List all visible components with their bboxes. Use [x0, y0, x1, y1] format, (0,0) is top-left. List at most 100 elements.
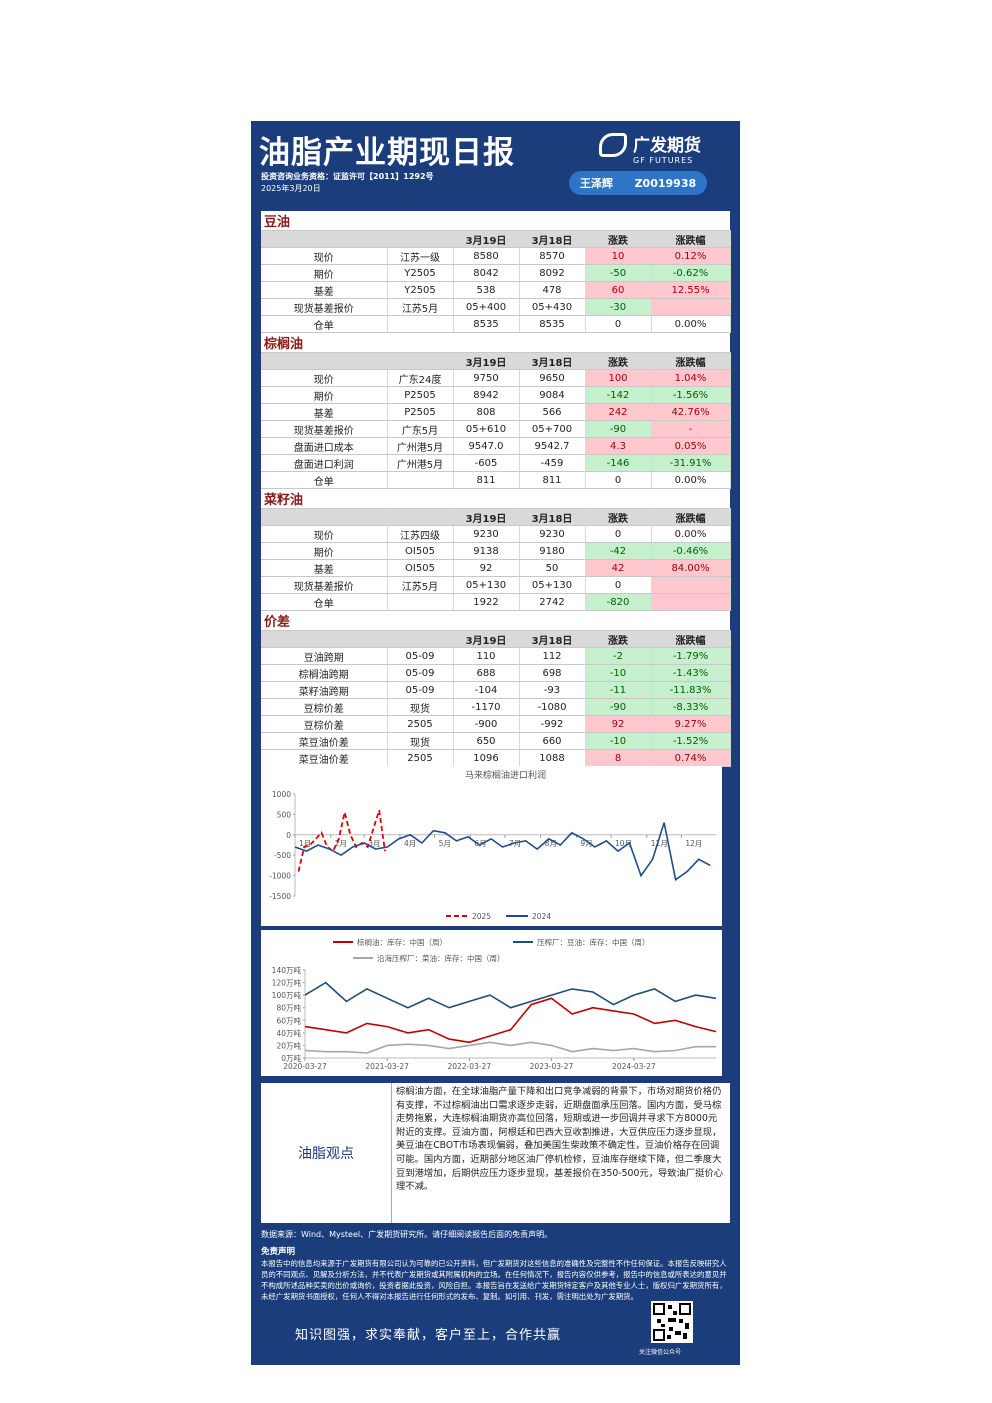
table-cell: 1922: [453, 593, 520, 611]
table-cell: 478: [519, 281, 586, 299]
table-cell: 0: [585, 315, 652, 333]
table-cell: 广州港5月: [387, 454, 454, 472]
table-cell: -0.62%: [651, 264, 731, 282]
column-header: 3月18日: [519, 230, 586, 248]
table-row: 棕榈油跨期 05-09 688 698 -10 -1.43%: [261, 664, 731, 682]
table-cell: P2505: [387, 403, 454, 421]
column-header: 涨跌幅: [651, 630, 731, 648]
table-cell: 60: [585, 281, 652, 299]
logo-mark: [599, 133, 627, 157]
data-table: 菜籽油 3月19日 3月18日 涨跌 涨跌幅 现价 江苏四级 9230 9230 0 0.00% 期价…: [261, 489, 731, 611]
table-cell: -820: [585, 593, 652, 611]
table-cell: 现货: [387, 732, 454, 750]
table-cell: 广东5月: [387, 420, 454, 438]
table-cell: 0: [585, 525, 652, 543]
table-cell: -11.83%: [651, 681, 731, 699]
x-tick-label: 2020-03-27: [283, 1062, 327, 1071]
table-cell: 盘面进口成本: [261, 437, 388, 455]
table-cell: 0.05%: [651, 437, 731, 455]
table-cell: 豆棕价差: [261, 698, 388, 716]
table-cell: 9230: [453, 525, 520, 543]
table-cell: 现货: [387, 698, 454, 716]
x-tick-label: 10月: [615, 839, 632, 848]
header-blank: [387, 508, 454, 526]
table-cell: 242: [585, 403, 652, 421]
table-cell: 1088: [519, 749, 586, 767]
table-cell: 0: [585, 471, 652, 489]
table-cell: [651, 576, 731, 594]
table-cell: 808: [453, 403, 520, 421]
table-cell: -142: [585, 386, 652, 404]
table-row: 仓单 8535 8535 0 0.00%: [261, 315, 731, 333]
header-row: 3月19日 3月18日 涨跌 涨跌幅: [261, 230, 731, 248]
table-cell: [387, 593, 454, 611]
x-tick-label: 6月: [474, 839, 486, 848]
y-tick-label: 80万吨: [276, 1003, 301, 1013]
x-tick-label: 2月: [335, 839, 347, 848]
table-row: 现价 江苏一级 8580 8570 10 0.12%: [261, 247, 731, 265]
opinion-text: 棕榈油方面，在全球油脂产量下降和出口竞争减弱的背景下，市场对期货价格仍有支撑，不…: [396, 1086, 724, 1193]
report-date: 2025年3月20日: [261, 184, 321, 193]
table-cell: -50: [585, 264, 652, 282]
y-tick-label: -1500: [269, 892, 291, 901]
table-cell: -30: [585, 298, 652, 316]
chart: 马来棕榈油进口利润 1000 500 0 -500 -1000 -1500 1月 2月 3月 4月 5…: [269, 769, 716, 921]
table-cell: 05-09: [387, 647, 454, 665]
table-cell: 05+400: [453, 298, 520, 316]
table-cell: 05-09: [387, 681, 454, 699]
chart: 0万吨 20万吨 40万吨 60万吨 80万吨 100万吨 120万吨 140万吨 2020-0…: [272, 937, 717, 1071]
series-line: [297, 810, 386, 872]
table-cell: 8092: [519, 264, 586, 282]
table-row: 基差 P2505 808 566 242 42.76%: [261, 403, 731, 421]
table-row: 现货基差报价 江苏5月 05+400 05+430 -30: [261, 298, 731, 316]
column-header: 3月18日: [519, 508, 586, 526]
y-tick-label: -500: [274, 851, 291, 860]
table-cell: 84.00%: [651, 559, 731, 577]
table-cell: -0.46%: [651, 542, 731, 560]
table-cell: OI505: [387, 559, 454, 577]
data-source: 数据来源：Wind、Mysteel、广发期货研究所。请仔细阅读报告后面的免责声明…: [261, 1230, 553, 1239]
table-cell: 42: [585, 559, 652, 577]
y-tick-label: 140万吨: [272, 965, 302, 975]
table-cell: 688: [453, 664, 520, 682]
table-cell: Y2505: [387, 264, 454, 282]
table-row: 基差 OI505 92 50 42 84.00%: [261, 559, 731, 577]
column-header: 涨跌: [585, 508, 652, 526]
table-cell: 811: [453, 471, 520, 489]
table-cell: 112: [519, 647, 586, 665]
y-tick-label: 60万吨: [276, 1015, 301, 1025]
section-row: 菜籽油: [261, 489, 731, 509]
table-cell: 1096: [453, 749, 520, 767]
table-row: 现价 江苏四级 9230 9230 0 0.00%: [261, 525, 731, 543]
table-cell: -146: [585, 454, 652, 472]
column-header: 3月18日: [519, 630, 586, 648]
table-cell: 江苏一级: [387, 247, 454, 265]
table-cell: P2505: [387, 386, 454, 404]
table-cell: 8: [585, 749, 652, 767]
table-cell: -459: [519, 454, 586, 472]
table-row: 菜豆油价差 现货 650 660 -10 -1.52%: [261, 732, 731, 750]
x-tick-label: 3月: [368, 839, 380, 848]
table-cell: -10: [585, 732, 652, 750]
table-cell: 9750: [453, 369, 520, 387]
table-row: 现货基差报价 江苏5月 05+130 05+130 0: [261, 576, 731, 594]
y-tick-label: 20万吨: [276, 1040, 301, 1050]
header-blank: [387, 352, 454, 370]
column-header: 涨跌: [585, 352, 652, 370]
table-cell: -8.33%: [651, 698, 731, 716]
chart-title: 马来棕榈油进口利润: [465, 769, 546, 781]
table-row: 菜豆油价差 2505 1096 1088 8 0.74%: [261, 749, 731, 767]
table-cell: 仓单: [261, 593, 388, 611]
column-header: 3月19日: [453, 508, 520, 526]
x-tick-label: 5月: [439, 839, 451, 848]
y-tick-label: 100万吨: [272, 990, 302, 1000]
table-cell: 9650: [519, 369, 586, 387]
header-blank: [261, 230, 388, 248]
analyst-id: Z0019938: [634, 176, 697, 190]
y-tick-label: 0万吨: [281, 1053, 301, 1063]
table-cell: 江苏四级: [387, 525, 454, 543]
table-cell: 现价: [261, 525, 388, 543]
x-tick-label: 9月: [580, 839, 592, 848]
table-cell: 12.55%: [651, 281, 731, 299]
y-tick-label: 1000: [272, 790, 291, 799]
